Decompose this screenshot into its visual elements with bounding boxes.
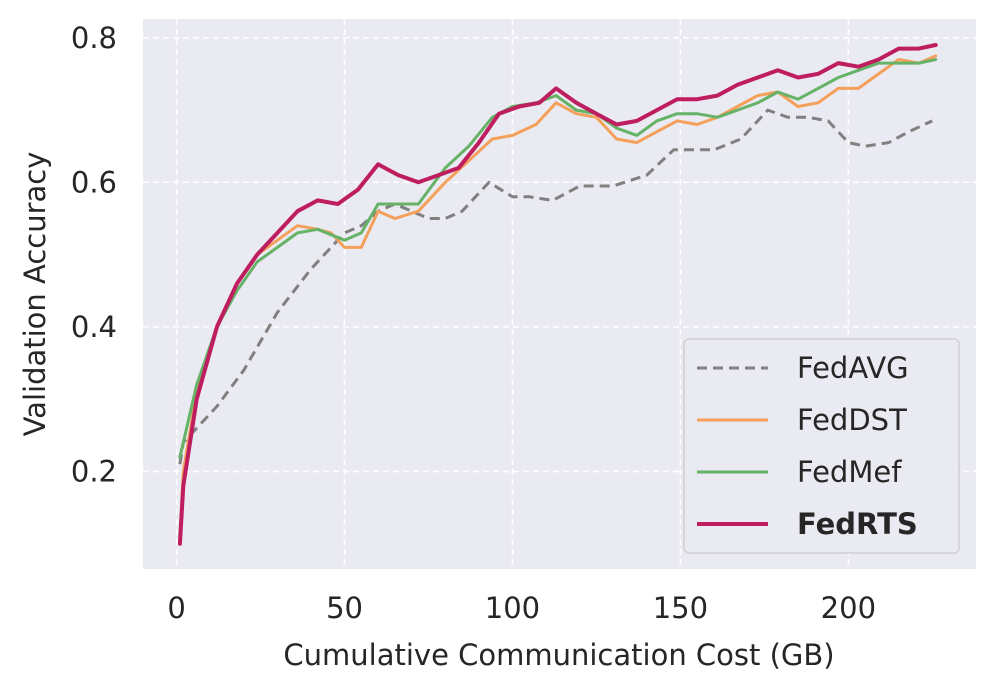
x-axis-label: Cumulative Communication Cost (GB) <box>283 638 834 672</box>
legend-label-fedrts: FedRTS <box>797 507 918 541</box>
x-axis-ticks: 0 50 100 150 200 <box>167 591 876 625</box>
legend-label-fedmef: FedMef <box>797 455 902 489</box>
y-axis-label: Validation Accuracy <box>18 152 52 437</box>
y-tick-label: 0.6 <box>71 165 117 199</box>
x-tick-label: 200 <box>821 591 876 625</box>
y-tick-label: 0.2 <box>71 454 117 488</box>
x-tick-label: 150 <box>653 591 708 625</box>
legend-label-fedavg: FedAVG <box>797 351 909 385</box>
x-tick-label: 50 <box>326 591 363 625</box>
y-tick-label: 0.8 <box>71 21 117 55</box>
x-tick-label: 0 <box>167 591 185 625</box>
series-line-fedrts <box>177 43 938 546</box>
x-tick-label: 100 <box>485 591 540 625</box>
series-layer <box>177 43 938 546</box>
series-line-fedmef <box>178 58 938 459</box>
series-line-feddst <box>178 54 938 538</box>
legend: FedAVG FedDST FedMef FedRTS <box>683 338 960 554</box>
y-tick-label: 0.4 <box>71 310 117 344</box>
series-line-fedavg <box>178 108 933 465</box>
y-axis-ticks: 0.2 0.4 0.6 0.8 <box>71 21 117 489</box>
legend-box <box>683 338 960 554</box>
legend-label-feddst: FedDST <box>797 403 907 437</box>
